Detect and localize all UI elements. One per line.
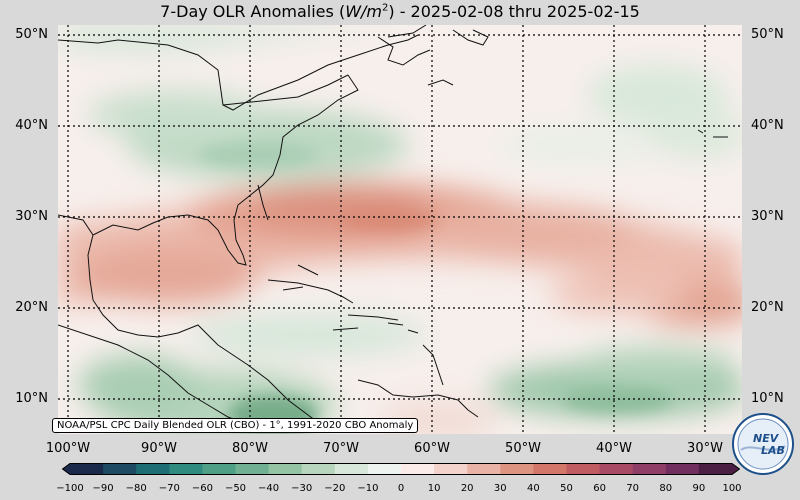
colorbar-tick-label: 80 [659, 483, 673, 494]
colorbar-cell [136, 463, 170, 475]
lon-label-40w: 40°W [596, 441, 632, 456]
colorbar-max-arrow [732, 463, 740, 475]
colorbar-tick-label: 40 [527, 483, 540, 494]
colorbar-min-arrow [62, 463, 70, 475]
lon-label-100w: 100°W [45, 441, 91, 456]
colorbar [62, 463, 740, 475]
colorbar-outline [62, 463, 740, 475]
colorbar-cell [434, 463, 468, 475]
colorbar-cell [268, 463, 303, 475]
graticule [58, 25, 742, 434]
colorbar-cell [500, 463, 534, 475]
colorbar-cell [401, 463, 435, 475]
lon-label-90w: 90°W [141, 441, 177, 456]
colorbar-cell [467, 463, 501, 475]
colorbar-tick-label: −20 [324, 483, 346, 494]
data-source-credit: NOAA/PSL CPC Daily Blended OLR (CBO) - 1… [52, 418, 419, 433]
lon-label-50w: 50°W [505, 441, 541, 456]
colorbar-cell [169, 463, 203, 475]
colorbar-tick-label: −40 [258, 483, 280, 494]
colorbar-cell [70, 463, 104, 475]
colorbar-tick-label: −70 [158, 483, 180, 494]
colorbar-cell [665, 463, 700, 475]
colorbar-cell [566, 463, 601, 475]
colorbar-cell [301, 463, 336, 475]
colorbar-tick-label: −30 [291, 483, 313, 494]
lat-label-right-50: 50°N [751, 27, 784, 42]
lat-label-left-20: 20°N [15, 300, 48, 315]
colorbar-tick-label: 100 [722, 483, 742, 494]
coastlines [58, 25, 728, 431]
colorbar-tick-label: 90 [692, 483, 706, 494]
colorbar-tick-label: 0 [397, 483, 405, 494]
colorbar-tick-label: 50 [560, 483, 573, 494]
lat-label-right-30: 30°N [751, 209, 784, 224]
colorbar-cell [632, 463, 667, 475]
lon-label-70w: 70°W [323, 441, 359, 456]
anomaly-detail [198, 143, 673, 434]
lat-label-right-40: 40°N [751, 118, 784, 133]
colorbar-tick-label: −10 [357, 483, 379, 494]
lat-label-left-30: 30°N [15, 209, 48, 224]
colorbar-cell [599, 463, 634, 475]
colorbar-tick-label: 10 [427, 483, 441, 494]
colorbar-tick-label: −60 [191, 483, 213, 494]
colorbar-cell [698, 463, 733, 475]
map-title: 7-Day OLR Anomalies (W/m2) - 2025-02-08 … [160, 2, 640, 21]
colorbar-tick-label: −80 [125, 483, 147, 494]
svg-text:NEV: NEV [753, 432, 780, 445]
map-canvas [58, 25, 742, 434]
lab-logo: NEV LAB [732, 413, 794, 475]
colorbar-cell [533, 463, 567, 475]
colorbar-tick-label: 70 [626, 483, 640, 494]
colorbar-tick-label: 20 [460, 483, 474, 494]
olr-anomaly-map [58, 25, 742, 434]
lon-label-80w: 80°W [232, 441, 268, 456]
colorbar-cell [103, 463, 137, 475]
colorbar-tick-label: 30 [493, 483, 507, 494]
colorbar-tick-label: 60 [593, 483, 606, 494]
lat-label-left-10: 10°N [15, 391, 48, 406]
colorbar-cell [367, 463, 402, 475]
lat-label-right-20: 20°N [751, 300, 784, 315]
lat-label-right-10: 10°N [751, 391, 784, 406]
lon-label-30w: 30°W [687, 441, 723, 456]
colorbar-cell [235, 463, 270, 475]
svg-text:LAB: LAB [761, 444, 785, 457]
colorbar-cell [202, 463, 236, 475]
colorbar-tick-label: −50 [224, 483, 247, 494]
lon-label-60w: 60°W [414, 441, 450, 456]
lat-label-left-50: 50°N [15, 27, 48, 42]
colorbar-tick-label: −100 [56, 483, 84, 494]
colorbar-tick-label: −90 [92, 483, 114, 494]
colorbar-cell [334, 463, 369, 475]
lat-label-left-40: 40°N [15, 118, 48, 133]
